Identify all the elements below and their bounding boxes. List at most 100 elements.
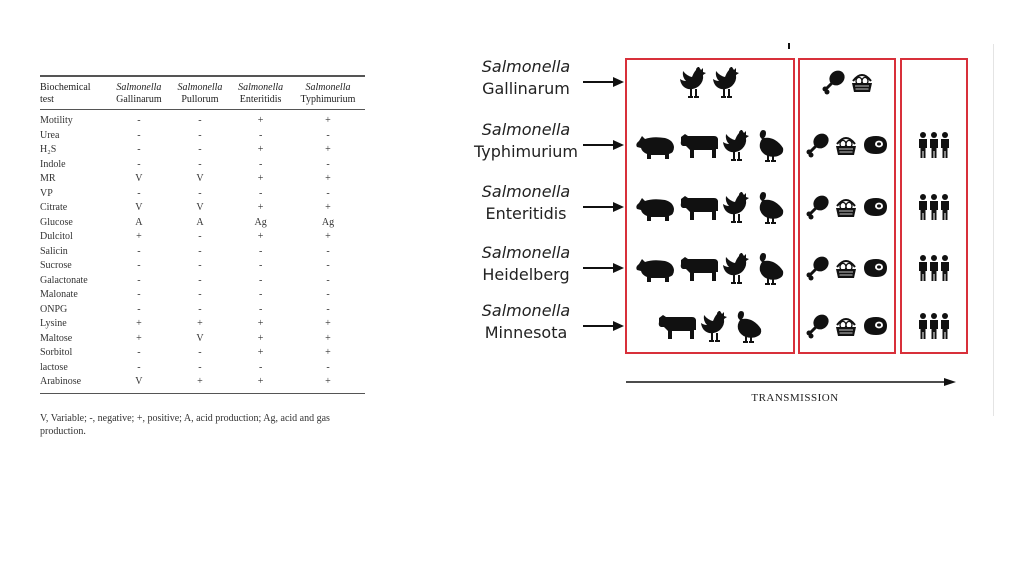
table-row: Citrate V V + +	[40, 201, 365, 216]
result-cell: V	[196, 173, 204, 185]
meat-icon	[861, 196, 889, 223]
egg-basket-icon	[834, 256, 858, 285]
table-body: Motility - - + + Urea - - - - H₂S - - + + Indole - - - - MR V…	[40, 110, 365, 394]
table-row: Maltose + V + +	[40, 332, 365, 347]
result-cell: Ag	[321, 216, 335, 228]
result-cell: A	[196, 216, 204, 228]
meat-icon	[861, 315, 889, 342]
result-cell: A	[135, 216, 143, 228]
result-cell: -	[326, 245, 330, 257]
header-test-line1: Biochemical	[40, 82, 91, 93]
header-test-line2: test	[40, 94, 54, 105]
result-cell: +	[325, 347, 331, 359]
result-cell: -	[198, 260, 202, 272]
test-name-cell: Galactonate	[40, 274, 88, 286]
result-cell: +	[325, 318, 331, 330]
result-cell: -	[258, 187, 263, 199]
table-row: lactose - - - -	[40, 361, 365, 376]
cow-icon	[679, 193, 719, 226]
pig-icon	[635, 254, 676, 287]
result-cell: V	[108, 375, 170, 394]
test-name-cell: Motility	[40, 115, 73, 127]
result-cell: +	[257, 332, 264, 344]
result-cell: -	[198, 289, 202, 301]
transmission-label: TRANSMISSION	[751, 392, 839, 404]
header-serovar: Pullorum	[181, 94, 219, 105]
species-serovar: Typhimurium	[474, 142, 578, 161]
result-cell: -	[198, 231, 202, 243]
turkey-icon	[733, 309, 763, 348]
result-cell: -	[258, 260, 263, 272]
species-serovar: Gallinarum	[482, 79, 570, 98]
chicken-icon	[712, 65, 742, 104]
drumstick-icon	[821, 68, 847, 101]
result-cell: -	[137, 115, 141, 127]
food-source-box	[798, 58, 896, 354]
species-genus: Salmonella	[481, 301, 571, 320]
result-cell: -	[137, 303, 141, 315]
result-cell: -	[198, 115, 202, 127]
result-cell: -	[198, 187, 202, 199]
drumstick-icon	[805, 312, 831, 345]
result-cell: +	[197, 318, 203, 330]
result-cell: -	[137, 158, 141, 170]
chicken-icon	[722, 190, 752, 229]
result-cell: V	[196, 202, 204, 214]
table-row: Dulcitol + - + +	[40, 230, 365, 245]
result-cell: -	[258, 361, 263, 373]
table-footnote: V, Variable; -, negative; +, positive; A…	[40, 413, 330, 437]
meat-icon	[861, 257, 889, 284]
humans-icon	[917, 193, 951, 226]
result-cell: -	[326, 260, 330, 272]
result-cell: -	[326, 289, 330, 301]
test-name-cell: Arabinose	[40, 375, 109, 394]
species-serovar: Minnesota	[484, 323, 568, 342]
header-serovar: Typhimurium	[300, 94, 356, 105]
table-header-row: Biochemical test Salmonella Gallinarum S…	[40, 76, 365, 110]
egg-basket-icon	[834, 133, 858, 162]
result-cell: -	[137, 274, 141, 286]
test-name-cell: Urea	[40, 129, 60, 141]
result-cell: -	[137, 260, 141, 272]
test-name-cell: Glucose	[40, 216, 73, 228]
table-row: Sorbitol - - + +	[40, 346, 365, 361]
test-name-cell: H₂S	[40, 144, 57, 156]
egg-basket-icon	[834, 195, 858, 224]
test-name-cell: Sorbitol	[40, 347, 73, 359]
result-cell: -	[198, 303, 202, 315]
turkey-icon	[755, 190, 785, 229]
species-arrow	[583, 140, 624, 150]
result-cell: -	[137, 245, 141, 257]
table-row: Indole - - - -	[40, 158, 365, 173]
result-cell: +	[136, 332, 142, 344]
chicken-icon	[700, 309, 730, 348]
species-label: Salmonella Heidelberg	[456, 242, 596, 286]
result-cell: +	[325, 202, 331, 214]
turkey-icon	[755, 128, 785, 167]
meat-icon	[861, 134, 889, 161]
result-cell: +	[257, 115, 264, 127]
pig-icon	[635, 131, 676, 164]
table-row: Urea - - - -	[40, 129, 365, 144]
result-cell: +	[290, 375, 365, 394]
human-infection-box	[900, 58, 968, 354]
cow-icon	[679, 254, 719, 287]
drumstick-icon	[805, 254, 831, 287]
result-cell: V	[196, 332, 204, 344]
humans-icon	[917, 131, 951, 164]
header-pullorum: Salmonella Pullorum	[169, 76, 231, 110]
result-cell: +	[257, 318, 264, 330]
table-row: MR V V + +	[40, 172, 365, 187]
result-cell: -	[198, 347, 202, 359]
result-cell: +	[325, 144, 331, 156]
result-cell: -	[326, 303, 330, 315]
table-row: Lysine + + + +	[40, 317, 365, 332]
transmission-arrow	[626, 378, 956, 386]
result-cell: -	[258, 274, 263, 286]
test-name-cell: Citrate	[40, 202, 68, 214]
result-cell: +	[257, 144, 264, 156]
result-cell: +	[257, 231, 264, 243]
result-cell: -	[326, 187, 330, 199]
cow-icon	[679, 131, 719, 164]
header-test: Biochemical test	[40, 76, 109, 110]
